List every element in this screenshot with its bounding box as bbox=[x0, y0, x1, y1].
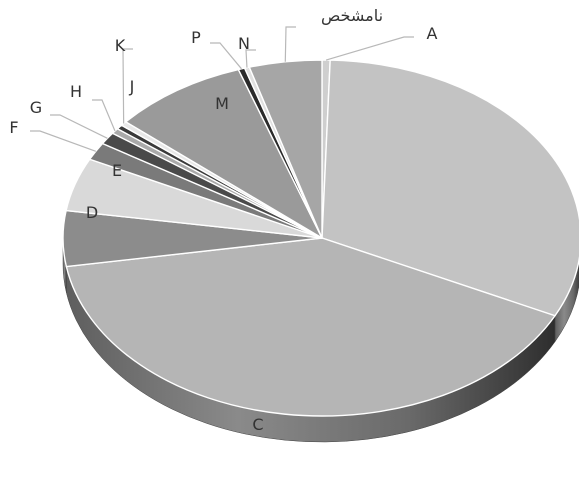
slice-label-0: A bbox=[427, 24, 438, 43]
slice-label-13: نامشخص bbox=[321, 6, 383, 26]
leader-line-0 bbox=[325, 36, 414, 61]
slice-label-11: P bbox=[191, 28, 201, 47]
pie-labels: A C D E FG H J K M P N نامشخص bbox=[9, 6, 437, 434]
slice-label-3: D bbox=[86, 203, 98, 222]
slice-label-5: F bbox=[9, 118, 18, 137]
leader-line-7 bbox=[92, 99, 116, 132]
pie-slice-10 bbox=[125, 68, 323, 239]
leader-line-5 bbox=[30, 130, 97, 152]
slice-label-4: E bbox=[112, 161, 122, 180]
slice-label-10: M bbox=[215, 94, 229, 113]
pie-top-slices bbox=[62, 59, 579, 417]
slice-label-2: C bbox=[252, 415, 263, 434]
leader-line-12 bbox=[245, 49, 256, 68]
slice-label-7: H bbox=[70, 82, 82, 101]
pie-slice-1 bbox=[321, 59, 579, 317]
leader-line-11 bbox=[210, 42, 242, 70]
leader-line-9 bbox=[122, 48, 133, 124]
slice-label-8: J bbox=[129, 77, 135, 96]
slice-label-12: N bbox=[238, 34, 250, 53]
slice-label-6: G bbox=[30, 98, 42, 117]
leader-line-13 bbox=[284, 26, 296, 62]
pie-slice-2 bbox=[65, 237, 556, 417]
leader-line-6 bbox=[50, 114, 108, 139]
slice-label-9: K bbox=[115, 36, 126, 55]
